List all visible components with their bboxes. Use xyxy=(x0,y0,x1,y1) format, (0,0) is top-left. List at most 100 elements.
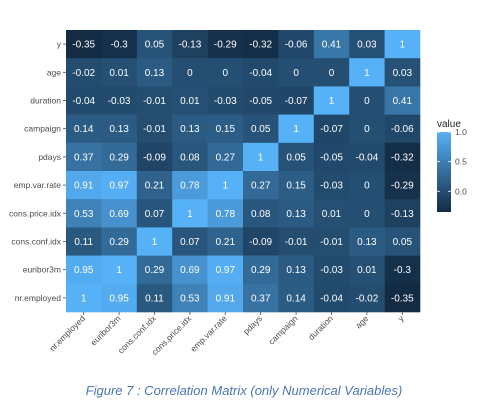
y-tick-label: y xyxy=(57,39,62,49)
cell-value-label: 0.69 xyxy=(180,265,200,276)
heatmap-cell xyxy=(172,142,208,172)
cell-value-label: 1 xyxy=(223,181,229,192)
cell-value-label: 0.41 xyxy=(322,40,342,51)
cell-value-label: 0.95 xyxy=(109,293,129,304)
heatmap-cell xyxy=(66,142,102,172)
x-tick-label: euribor3m xyxy=(88,313,122,347)
heatmap-cell xyxy=(384,199,421,228)
cell-value-label: 0.27 xyxy=(216,152,236,163)
heatmap-cell xyxy=(243,30,279,59)
cell-value-label: 0.29 xyxy=(251,265,271,276)
cell-value-label: 0.95 xyxy=(74,265,94,276)
cell-value-label: 0.13 xyxy=(286,265,306,276)
heatmap-cell xyxy=(172,255,208,285)
heatmap-cell xyxy=(207,58,244,87)
heatmap-cell xyxy=(313,142,350,172)
cell-value-label: 0.13 xyxy=(145,68,165,79)
heatmap-cell xyxy=(101,30,138,59)
cell-value-label: 0.29 xyxy=(109,237,129,248)
cell-value-label: 0.03 xyxy=(393,68,413,79)
cell-value-label: 0 xyxy=(364,181,370,192)
heatmap-cell xyxy=(243,283,279,313)
cell-value-label: -0.32 xyxy=(249,40,272,51)
y-tick-label: emp.var.rate xyxy=(14,180,62,190)
x-tick-label: y xyxy=(396,313,407,324)
heatmap-cell xyxy=(278,283,315,313)
heatmap-cell xyxy=(136,86,173,115)
x-tick-label: pdays xyxy=(241,313,264,336)
cell-value-label: 1 xyxy=(400,40,406,51)
cell-value-label: 0.08 xyxy=(180,152,200,163)
heatmap-cell xyxy=(207,86,244,115)
legend-color-bar xyxy=(437,132,451,212)
cell-value-label: 0.08 xyxy=(251,209,271,220)
x-tick-label: nr.employed xyxy=(47,313,87,353)
cell-value-label: -0.02 xyxy=(72,68,95,79)
y-tick-label: age xyxy=(47,67,61,77)
heatmap-cell xyxy=(349,227,385,256)
heatmap-cell xyxy=(243,114,279,144)
cell-value-label: -0.01 xyxy=(143,124,166,135)
heatmap-cell xyxy=(66,199,102,228)
heatmap-cell xyxy=(313,199,350,228)
heatmap-cell xyxy=(136,142,173,172)
heatmap-cell xyxy=(172,227,208,256)
heatmap-cell xyxy=(384,255,421,285)
heatmap-cell xyxy=(313,58,350,87)
heatmap-cell xyxy=(101,199,138,228)
legend-title: value xyxy=(437,119,461,130)
heatmap-cell xyxy=(384,142,421,172)
y-tick-label: cons.conf.idx xyxy=(11,237,61,247)
heatmap-cell xyxy=(136,283,173,313)
heatmap-cell xyxy=(207,171,244,200)
heatmap-cell xyxy=(384,114,421,144)
heatmap-cells: -0.35 -0.3 0.05 -0.13 -0.29 -0.32 -0.06 0.41 0.0… xyxy=(66,30,421,313)
cell-value-label: 0.37 xyxy=(251,293,271,304)
cell-value-label: 0.11 xyxy=(145,293,164,304)
cell-value-label: -0.06 xyxy=(391,124,414,135)
cell-value-label: -0.01 xyxy=(143,96,166,107)
cell-value-label: 0.05 xyxy=(286,152,306,163)
x-tick-label: age xyxy=(353,313,370,330)
heatmap-cell xyxy=(207,255,244,285)
heatmap-cell xyxy=(207,283,244,313)
cell-value-label: 0.97 xyxy=(216,265,236,276)
heatmap-cell xyxy=(136,58,173,87)
cell-value-label: 0.07 xyxy=(180,237,200,248)
heatmap-cell xyxy=(136,255,173,285)
cell-value-label: 1 xyxy=(258,152,264,163)
cell-value-label: 0 xyxy=(223,68,229,79)
cell-value-label: 0.37 xyxy=(74,152,94,163)
heatmap-cell xyxy=(313,171,350,200)
x-tick-label: emp.var.rate xyxy=(188,313,229,354)
cell-value-label: -0.09 xyxy=(143,152,166,163)
cell-value-label: -0.29 xyxy=(391,181,414,192)
heatmap-cell xyxy=(278,227,315,256)
cell-value-label: 0.13 xyxy=(286,209,306,220)
cell-value-label: 0.05 xyxy=(145,40,165,51)
cell-value-label: -0.03 xyxy=(320,265,343,276)
legend-tick-label: 0.5 xyxy=(455,157,467,167)
cell-value-label: 0.01 xyxy=(180,96,200,107)
x-axis-labels: nr.employed euribor3mcons.conf.idxcons.pr… xyxy=(47,312,406,357)
heatmap-cell xyxy=(136,227,173,256)
cell-value-label: 0.11 xyxy=(74,237,93,248)
heatmap-cell xyxy=(313,227,350,256)
heatmap-cell xyxy=(243,227,279,256)
cell-value-label: 0.01 xyxy=(109,68,129,79)
legend-tick-label: 0.0 xyxy=(455,186,467,196)
cell-value-label: 0.14 xyxy=(74,124,94,135)
heatmap-cell xyxy=(313,114,350,144)
heatmap-cell xyxy=(243,199,279,228)
cell-value-label: -0.32 xyxy=(391,152,414,163)
cell-value-label: 0.13 xyxy=(180,124,200,135)
heatmap-cell xyxy=(172,30,208,59)
cell-value-label: -0.3 xyxy=(110,40,128,51)
cell-value-label: -0.07 xyxy=(285,96,308,107)
cell-value-label: -0.04 xyxy=(249,68,272,79)
cell-value-label: 0 xyxy=(364,209,370,220)
cell-value-label: -0.05 xyxy=(249,96,272,107)
heatmap-cell xyxy=(172,283,208,313)
heatmap-cell xyxy=(101,227,138,256)
